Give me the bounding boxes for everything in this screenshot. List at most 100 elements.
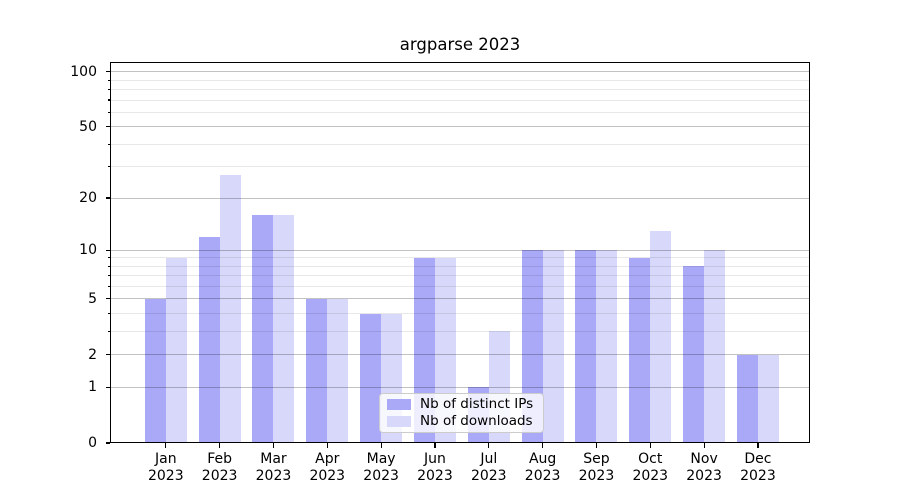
y-tick-label-20: 20	[79, 190, 97, 207]
bar-distinct-ips-apr	[306, 298, 328, 443]
y-minor-tick-40	[107, 143, 110, 145]
bar-downloads-jan	[165, 257, 187, 443]
right-spine	[808, 62, 810, 443]
gridline-minor-9	[110, 257, 810, 259]
gridline-major-2	[110, 354, 810, 356]
x-tick-label-jun: Jun 2023	[417, 451, 453, 484]
gridline-major-50	[110, 126, 810, 128]
y-minor-tick-30	[107, 166, 110, 168]
gridline-minor-90	[110, 79, 810, 81]
x-tick-may	[380, 443, 382, 448]
chart-title: argparse 2023	[399, 35, 521, 54]
y-tick-label-0: 0	[88, 435, 97, 451]
y-minor-tick-7	[107, 275, 110, 277]
y-minor-tick-3	[107, 330, 110, 333]
y-minor-tick-8	[107, 265, 110, 267]
x-tick-label-feb: Feb 2023	[201, 451, 238, 484]
y-minor-tick-70	[107, 99, 110, 101]
x-tick-label-mar: Mar 2023	[255, 451, 292, 484]
x-tick-label-dec: Dec 2023	[740, 451, 776, 484]
x-tick-label-aug: Aug 2023	[524, 451, 561, 484]
x-tick-label-oct: Oct 2023	[632, 451, 669, 484]
legend-label-downloads: Nb of downloads	[420, 412, 533, 429]
gridline-minor-3	[110, 330, 810, 332]
bar-downloads-sep	[596, 250, 618, 443]
y-minor-tick-60	[107, 111, 110, 113]
y-tick-100	[105, 71, 110, 73]
x-tick-label-sep: Sep 2023	[578, 451, 615, 484]
x-tick-jan	[165, 443, 167, 448]
y-tick-label-50: 50	[79, 118, 97, 135]
x-tick-label-jul: Jul 2023	[470, 451, 507, 484]
bar-distinct-ips-mar	[252, 215, 274, 443]
bar-distinct-ips-oct	[629, 257, 651, 443]
bar-downloads-feb	[219, 174, 241, 443]
bar-distinct-ips-feb	[198, 236, 220, 443]
gridline-minor-80	[110, 88, 810, 90]
y-minor-tick-4	[107, 312, 110, 315]
y-minor-tick-90	[107, 79, 110, 81]
x-tick-sep	[595, 443, 598, 448]
bar-downloads-oct	[650, 230, 672, 443]
legend: Nb of distinct IPs Nb of downloads	[379, 393, 544, 433]
legend-label-distinct-ips: Nb of distinct IPs	[420, 396, 534, 413]
x-tick-aug	[542, 443, 544, 448]
x-tick-label-nov: Nov 2023	[686, 451, 722, 484]
gridline-major-100	[110, 71, 810, 73]
x-tick-jun	[434, 443, 436, 448]
y-minor-tick-9	[107, 257, 110, 259]
gridline-major-1	[110, 386, 810, 388]
y-tick-20	[105, 197, 110, 199]
left-spine	[110, 62, 112, 443]
x-tick-feb	[219, 443, 221, 448]
bottom-spine	[110, 441, 810, 443]
bar-distinct-ips-dec	[736, 354, 758, 443]
gridline-minor-6	[110, 285, 810, 287]
x-tick-label-may: May 2023	[363, 451, 399, 484]
bar-distinct-ips-jan	[144, 298, 166, 443]
y-tick-label-5: 5	[88, 290, 97, 307]
legend-item-downloads: Nb of downloads	[387, 412, 536, 429]
y-tick-0	[105, 442, 110, 444]
legend-swatch-downloads	[387, 415, 411, 427]
x-tick-nov	[703, 443, 705, 448]
y-tick-label-2: 2	[88, 346, 97, 363]
y-tick-label-10: 10	[79, 242, 97, 259]
y-tick-2	[105, 354, 110, 356]
y-tick-50	[105, 126, 110, 128]
top-spine	[110, 62, 810, 64]
legend-item-distinct-ips: Nb of distinct IPs	[387, 397, 536, 412]
gridline-major-10	[110, 249, 810, 251]
gridline-major-20	[110, 197, 810, 199]
bar-distinct-ips-sep	[575, 250, 597, 443]
gridline-minor-4	[110, 313, 810, 315]
x-tick-apr	[326, 443, 328, 448]
x-tick-jul	[488, 443, 490, 448]
gridline-minor-40	[110, 143, 810, 145]
bar-downloads-apr	[327, 298, 349, 443]
legend-swatch-distinct-ips	[387, 399, 411, 411]
x-tick-oct	[649, 443, 651, 448]
x-tick-label-jan: Jan 2023	[147, 451, 184, 484]
y-tick-label-1: 1	[88, 379, 97, 396]
y-minor-tick-80	[107, 88, 110, 91]
gridline-major-5	[110, 298, 810, 300]
gridline-minor-30	[110, 166, 810, 168]
y-tick-label-100: 100	[70, 63, 97, 80]
gridline-minor-60	[110, 111, 810, 113]
gridline-minor-8	[110, 265, 810, 267]
bar-distinct-ips-nov	[683, 266, 705, 443]
bar-downloads-aug	[542, 250, 564, 443]
bar-downloads-dec	[757, 354, 779, 443]
y-tick-1	[105, 386, 110, 388]
x-tick-dec	[757, 443, 759, 448]
bar-distinct-ips-may	[360, 313, 382, 443]
y-tick-10	[105, 249, 110, 251]
bar-downloads-mar	[273, 215, 295, 443]
gridline-minor-70	[110, 99, 810, 101]
y-tick-5	[105, 298, 110, 300]
y-minor-tick-6	[107, 285, 110, 288]
gridline-minor-7	[110, 275, 810, 277]
bar-downloads-nov	[704, 250, 726, 443]
